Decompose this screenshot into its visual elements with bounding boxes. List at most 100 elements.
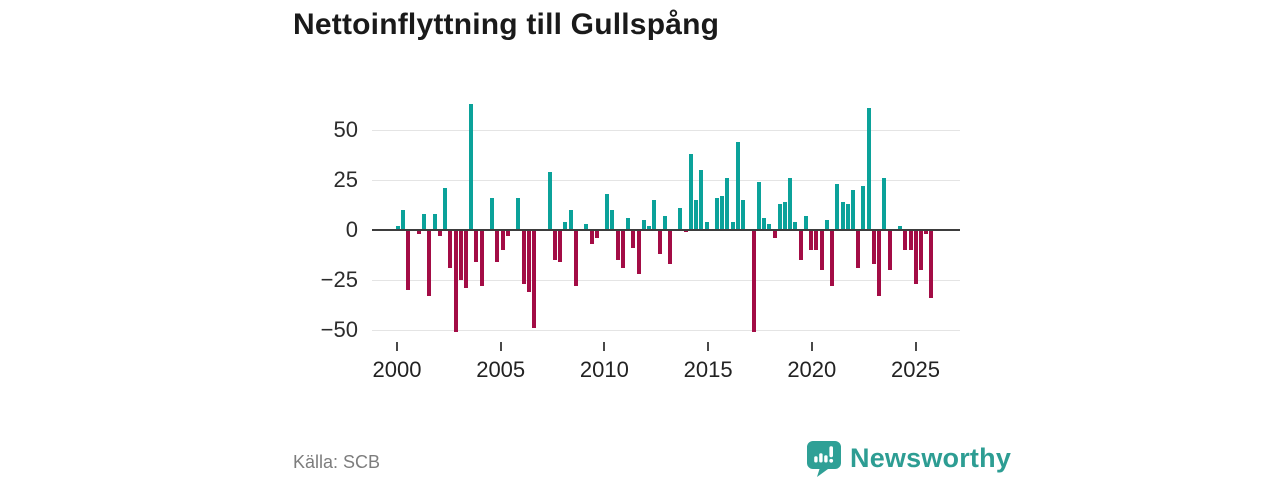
bar-quarter-44 <box>626 218 631 230</box>
gridline--50 <box>372 330 960 331</box>
bar-quarter-57 <box>694 200 699 230</box>
bar-quarter-43 <box>620 230 625 268</box>
y-tick-label--25: −25 <box>320 267 358 292</box>
x-tick-label-2000: 2000 <box>372 357 422 382</box>
page-title: Nettoinflyttning till Gullspång <box>293 8 720 41</box>
bar-quarter-94 <box>887 230 892 270</box>
bar-quarter-6 <box>427 230 432 296</box>
bar-quarter-86 <box>845 204 850 230</box>
gridline--25 <box>372 280 960 281</box>
bar-quarter-23 <box>516 198 521 230</box>
bar-quarter-5 <box>422 214 427 230</box>
bar-quarter-48 <box>647 226 652 230</box>
y-tick-label-25: 25 <box>333 167 358 192</box>
bar-quarter-24 <box>521 230 526 284</box>
y-tick-label-0: 0 <box>345 217 358 242</box>
bar-quarter-36 <box>584 224 589 230</box>
bar-quarter-88 <box>856 230 861 268</box>
bar-quarter-69 <box>756 182 761 230</box>
bar-quarter-13 <box>463 230 468 288</box>
bar-quarter-97 <box>903 230 908 250</box>
bar-quarter-20 <box>500 230 505 250</box>
y-tick-label-50: 50 <box>333 117 358 142</box>
bar-quarter-14 <box>469 104 474 230</box>
plot-area <box>372 88 960 340</box>
bar-quarter-15 <box>474 230 479 262</box>
bar-quarter-0 <box>396 226 400 230</box>
y-tick-label--50: −50 <box>320 317 358 342</box>
bar-quarter-45 <box>631 230 636 248</box>
bar-quarter-83 <box>830 230 835 286</box>
bar-quarter-90 <box>866 108 871 230</box>
bar-quarter-10 <box>448 230 453 268</box>
bar-quarter-70 <box>762 218 767 230</box>
bar-quarter-34 <box>573 230 578 286</box>
bar-quarter-66 <box>741 200 746 230</box>
bar-quarter-84 <box>835 184 840 230</box>
brand-logo: Newsworthy <box>806 440 1011 477</box>
bar-quarter-77 <box>798 230 803 260</box>
bar-quarter-73 <box>777 204 782 230</box>
bar-quarter-33 <box>568 210 573 230</box>
bar-quarter-54 <box>678 208 683 230</box>
bar-quarter-29 <box>547 172 552 230</box>
bar-quarter-99 <box>913 230 918 284</box>
bar-quarter-47 <box>641 220 646 230</box>
bar-quarter-65 <box>735 142 740 230</box>
brand-name: Newsworthy <box>850 443 1012 473</box>
bar-quarter-56 <box>688 154 693 230</box>
bar-chart-speech-bubble-icon <box>807 441 841 477</box>
bar-quarter-96 <box>898 226 903 230</box>
bar-quarter-25 <box>526 230 531 292</box>
bar-quarter-78 <box>803 216 808 230</box>
bar-quarter-19 <box>495 230 500 262</box>
bar-quarter-52 <box>667 230 672 264</box>
bar-quarter-92 <box>877 230 882 296</box>
bar-quarter-72 <box>772 230 777 238</box>
bar-quarter-74 <box>783 202 788 230</box>
bar-quarter-12 <box>458 230 463 280</box>
bar-quarter-9 <box>443 188 448 230</box>
x-tick-label-2010: 2010 <box>579 357 629 382</box>
bar-quarter-82 <box>824 220 829 230</box>
bar-quarter-2 <box>406 230 411 290</box>
bar-quarter-81 <box>819 230 824 270</box>
x-tick-label-2025: 2025 <box>891 357 940 382</box>
gridline-50 <box>372 130 960 131</box>
bar-quarter-93 <box>882 178 887 230</box>
bar-quarter-7 <box>432 214 437 230</box>
bar-quarter-58 <box>699 170 704 230</box>
bar-quarter-100 <box>919 230 923 270</box>
bar-quarter-11 <box>453 230 458 332</box>
gridline-25 <box>372 180 960 181</box>
bar-quarter-50 <box>657 230 662 254</box>
bar-quarter-4 <box>416 230 421 234</box>
bar-quarter-51 <box>662 216 667 230</box>
bar-quarter-30 <box>552 230 557 260</box>
bar-quarter-71 <box>767 224 772 230</box>
bar-quarter-85 <box>840 202 845 230</box>
x-tick-2025 <box>914 342 917 351</box>
source-caption: Källa: SCB <box>293 452 381 472</box>
bar-quarter-76 <box>793 222 798 230</box>
x-tick-2020 <box>810 342 813 351</box>
bar-quarter-102 <box>929 230 934 298</box>
bar-quarter-55 <box>683 230 688 232</box>
bar-quarter-40 <box>605 194 610 230</box>
x-tick-2000 <box>396 342 398 351</box>
x-tick-label-2020: 2020 <box>787 357 837 382</box>
bar-quarter-32 <box>563 222 568 230</box>
zero-axis-line <box>372 229 960 231</box>
bar-quarter-91 <box>871 230 876 264</box>
bar-quarter-64 <box>730 222 735 230</box>
bar-quarter-68 <box>751 230 756 332</box>
bar-quarter-75 <box>788 178 793 230</box>
x-tick-2010 <box>603 342 606 351</box>
bar-quarter-8 <box>437 230 442 236</box>
bar-quarter-49 <box>652 200 657 230</box>
bar-quarter-62 <box>720 196 725 230</box>
x-tick-2015 <box>707 342 710 351</box>
bar-quarter-101 <box>924 230 929 234</box>
x-tick-2005 <box>499 342 502 351</box>
bar-quarter-1 <box>401 210 406 230</box>
